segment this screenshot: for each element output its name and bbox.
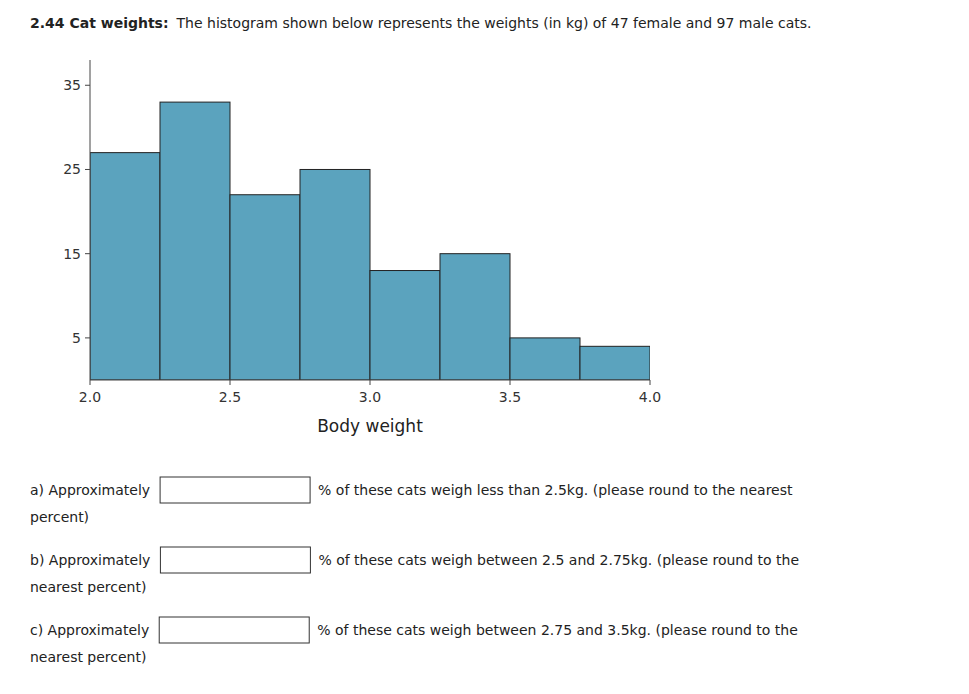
question-text: b) Approximately	[30, 552, 150, 568]
chart: 2.44 Cat weights: The histogram shown bel…	[0, 0, 969, 694]
x-tick	[230, 380, 231, 385]
y-tick	[85, 253, 90, 254]
bar	[300, 169, 370, 380]
question-text: % of these cats weigh between 2.5 and 2.…	[318, 552, 799, 568]
question-text: % of these cats weigh between 2.75 and 3…	[317, 622, 798, 638]
subtitle: The histogram shown below represents the…	[176, 15, 812, 31]
bar	[90, 153, 160, 380]
bar	[580, 346, 650, 380]
y-tick	[85, 169, 90, 170]
x-tick	[90, 380, 91, 385]
x-tick-label: 3.5	[499, 389, 521, 405]
question-text: a) Approximately	[30, 482, 150, 498]
bar	[440, 254, 510, 380]
bar	[230, 195, 300, 380]
y-tick	[85, 85, 90, 86]
answer-box	[160, 547, 310, 573]
question-text: c) Approximately	[30, 622, 149, 638]
question-text: nearest percent)	[30, 579, 146, 595]
question-text: percent)	[30, 509, 89, 525]
y-tick-label: 25	[63, 161, 81, 177]
x-label: Body weight	[317, 416, 423, 436]
x-tick	[370, 380, 371, 385]
question-text: nearest percent)	[30, 649, 146, 665]
answer-box	[160, 477, 310, 503]
x-tick	[650, 380, 651, 385]
bar	[510, 338, 580, 380]
question-text: % of these cats weigh less than 2.5kg. (…	[318, 482, 793, 498]
x-tick-label: 2.0	[79, 389, 101, 405]
y-tick-label: 15	[63, 246, 81, 262]
title: 2.44 Cat weights:	[30, 15, 169, 31]
answer-box	[159, 617, 309, 643]
x-tick-label: 2.5	[219, 389, 241, 405]
y-tick-label: 5	[72, 330, 81, 346]
bar	[160, 102, 230, 380]
bars	[90, 102, 650, 380]
y-tick	[85, 337, 90, 338]
y-axis	[90, 60, 91, 380]
bar	[370, 271, 440, 380]
x-tick	[510, 380, 511, 385]
x-tick-label: 3.0	[359, 389, 381, 405]
x-tick-label: 4.0	[639, 389, 661, 405]
y-tick-label: 35	[63, 77, 81, 93]
